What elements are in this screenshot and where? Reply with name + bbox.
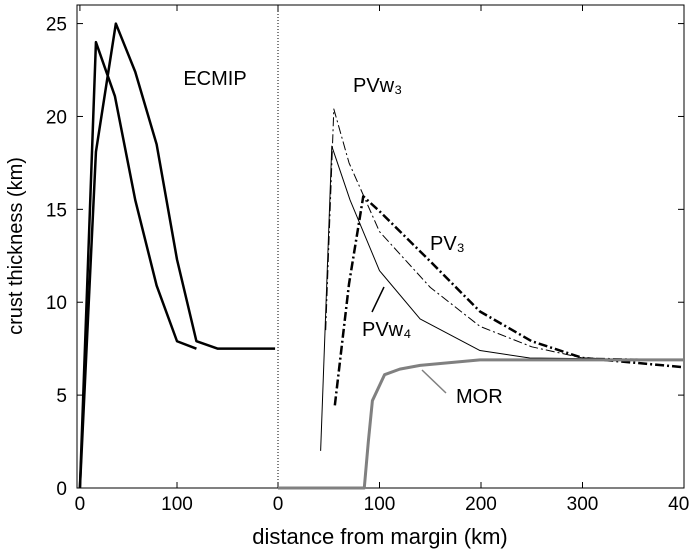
line [278, 358, 684, 490]
series-label: MOR [456, 386, 503, 408]
x-tick-label: 200 [465, 494, 497, 515]
series-label: PVw₃ [353, 75, 402, 97]
line [320, 145, 685, 451]
line [325, 108, 685, 361]
x-tick-label: 300 [567, 494, 599, 515]
line [78, 22, 276, 489]
line [78, 40, 197, 489]
x-tick-label: 0 [75, 494, 86, 515]
y-tick-label: 20 [46, 107, 67, 128]
leader-line [421, 369, 447, 394]
x-tick-label: 100 [161, 494, 193, 515]
y-tick-label: 25 [46, 15, 67, 36]
x-axis-label: distance from margin (km) [252, 524, 508, 549]
leader-line [371, 286, 385, 313]
x-tick-label: 100 [364, 494, 396, 515]
y-tick-label: 10 [46, 293, 67, 314]
y-tick-label: 0 [56, 479, 67, 500]
x-tick-label: 0 [273, 494, 284, 515]
series-label: PVw₄ [362, 319, 411, 341]
y-tick-label: 15 [46, 200, 67, 221]
x-tick-label: 400 [668, 494, 689, 515]
annotation: ECMIP [183, 68, 246, 90]
y-axis-label: crust thickness (km) [5, 157, 27, 335]
series-label: PV₃ [430, 233, 465, 255]
y-tick-label: 5 [56, 386, 67, 407]
plot-frame [76, 4, 685, 489]
